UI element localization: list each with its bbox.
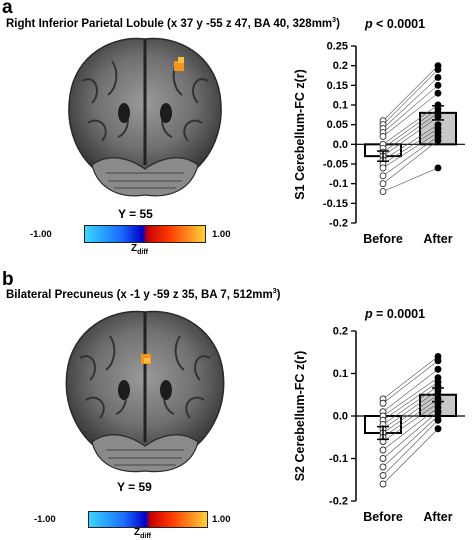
brain-slice-a (68, 37, 222, 197)
y-tick-label: 0.0 (333, 411, 348, 423)
pair-line (382, 124, 439, 161)
pair-line (382, 386, 439, 425)
pair-line (382, 398, 439, 438)
point-before (379, 133, 387, 140)
y-tick-label: -0.1 (329, 453, 348, 465)
panel-letter-a: a (2, 0, 13, 18)
x-category-label: Before (363, 510, 403, 524)
x-category-label: After (423, 510, 452, 524)
point-after (434, 357, 442, 365)
y-tick-label: -0.05 (323, 159, 348, 171)
y-tick-label: 0.0 (333, 139, 348, 151)
pair-line (382, 108, 439, 149)
point-before (379, 188, 387, 195)
pair-line (382, 415, 439, 468)
point-after (434, 66, 442, 74)
x-category-label: After (423, 232, 452, 246)
colorbar-max-b: 1.00 (212, 514, 231, 525)
point-before (379, 172, 387, 180)
point-after (434, 81, 442, 89)
pair-line (382, 167, 439, 192)
y-tick-label: -0.2 (329, 496, 348, 508)
y-tick-label: 0.2 (333, 326, 348, 338)
point-after (434, 416, 442, 424)
slice-coordinate-b: Y = 59 (117, 480, 152, 494)
y-axis-label: S1 Cerebellum-FC z(r) (293, 69, 307, 200)
colorbar-b (88, 511, 208, 528)
point-after (434, 74, 442, 81)
pair-line (382, 428, 439, 485)
point-before (379, 180, 387, 188)
x-category-label: Before (363, 232, 403, 246)
pair-line (382, 369, 439, 412)
p-value-b: p = 0.0001 (364, 307, 426, 321)
pair-line (382, 420, 439, 476)
y-axis-label: S2 Cerebellum-FC z(r) (293, 351, 307, 482)
point-before (379, 164, 387, 172)
bar-chart-a: S1 Cerebellum-FC z(r) 0.25 0.2 0.15 0.1 0.05 0… (293, 41, 465, 246)
brain-slice-b (65, 310, 225, 473)
pair-line (382, 69, 439, 125)
pair-line (382, 132, 439, 169)
point-after (434, 365, 442, 373)
p-value-a: p < 0.0001 (364, 17, 426, 31)
pair-line (382, 116, 439, 157)
region-title-b: Bilateral Precuneus (x -1 y -59 z 35, BA… (6, 288, 281, 301)
bar-chart-b: S2 Cerebellum-FC z(r) 0.2 0.1 0.0 -0.1 -0.2 Be… (293, 326, 465, 524)
colorbar-max-a: 1.00 (212, 229, 231, 240)
pair-line (382, 360, 439, 404)
y-tick-label: -0.15 (323, 198, 348, 210)
y-tick-label: 0.25 (327, 41, 348, 53)
y-tick-label: -0.2 (329, 218, 348, 230)
pair-line (382, 377, 439, 417)
colorbar-a (84, 225, 206, 243)
colorbar-min-a: -1.00 (30, 229, 52, 240)
colorbar-label-b: Zdiff (134, 527, 151, 540)
pair-line (382, 104, 439, 145)
pair-line (382, 112, 439, 153)
pair-line (382, 136, 439, 177)
pair-line (382, 403, 439, 442)
y-tick-label: 0.2 (333, 60, 348, 72)
point-after (434, 136, 442, 144)
y-tick-label: 0.15 (327, 80, 348, 92)
point-before (379, 446, 387, 454)
colorbar-min-b: -1.00 (34, 514, 56, 525)
slice-coordinate-a: Y = 55 (118, 207, 153, 221)
pair-line (382, 128, 439, 165)
y-tick-label: 0.05 (327, 119, 348, 131)
point-before (379, 480, 387, 488)
y-tick-label: -0.1 (329, 178, 348, 190)
pair-line (382, 77, 439, 129)
panel-letter-b: b (2, 269, 14, 290)
pair-line (382, 92, 439, 137)
pair-line (382, 394, 439, 434)
y-tick-label: 0.1 (333, 368, 348, 380)
point-before (379, 399, 387, 407)
pair-line (382, 65, 439, 121)
point-before (379, 455, 387, 462)
point-after (434, 89, 442, 97)
pair-line (382, 140, 439, 184)
pair-line (382, 390, 439, 429)
point-before (379, 463, 387, 471)
activation-blob-a (174, 61, 184, 71)
pair-line (382, 407, 439, 451)
pair-line (382, 356, 439, 400)
colorbar-label-a: Zdiff (131, 243, 148, 256)
pair-line (382, 85, 439, 133)
pair-line (382, 411, 439, 459)
pair-line (382, 381, 439, 421)
point-after (434, 164, 442, 172)
region-title-a: Right Inferior Parietal Lobule (x 37 y -… (6, 17, 340, 30)
y-tick-label: 0.1 (333, 100, 348, 112)
point-after (434, 425, 442, 433)
point-before (379, 472, 387, 479)
